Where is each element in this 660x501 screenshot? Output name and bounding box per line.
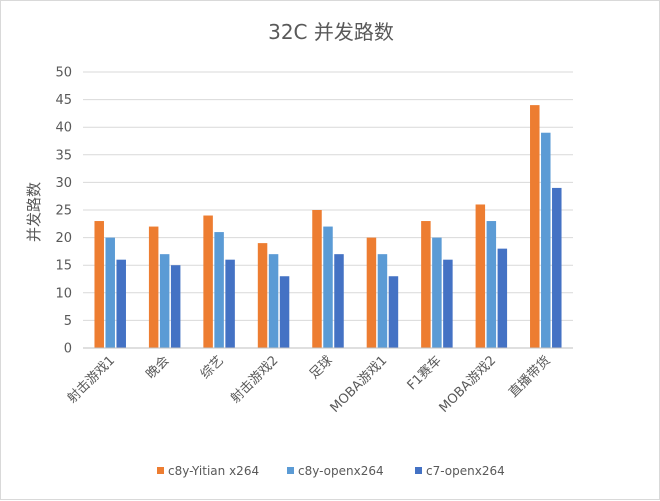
bar (268, 254, 279, 348)
x-category-label: 直播带货 (506, 353, 554, 401)
x-category-label: 射击游戏2 (227, 353, 281, 407)
y-tick-label: 20 (55, 231, 72, 246)
x-category-label: MOBA游戏1 (328, 353, 391, 416)
bar (279, 276, 290, 348)
bar (377, 254, 388, 348)
y-tick-label: 5 (64, 314, 72, 329)
legend-swatch (287, 467, 294, 474)
bar (312, 210, 322, 348)
bar (170, 265, 181, 348)
y-tick-label: 35 (55, 148, 72, 163)
bar (148, 226, 159, 348)
legend-label: c7-openx264 (426, 464, 505, 478)
bar (323, 226, 333, 348)
bar (497, 248, 508, 348)
bar (432, 237, 442, 348)
bar (530, 105, 540, 349)
x-category-label: 射击游戏1 (64, 353, 118, 407)
y-tick-label: 45 (55, 93, 72, 108)
x-category-label: MOBA游戏2 (437, 353, 500, 416)
legend-label: c8y-openx264 (298, 464, 384, 478)
y-tick-label: 40 (55, 121, 72, 136)
bar (203, 215, 213, 348)
bar (105, 237, 115, 348)
x-category-label: 足球 (307, 353, 336, 382)
bar (116, 259, 126, 348)
bar (486, 221, 497, 348)
x-category-label: 晚会 (143, 353, 172, 382)
bars (94, 105, 562, 349)
bar (421, 221, 431, 348)
bar (94, 221, 104, 348)
y-axis-ticks: 0 5 10 15 20 25 30 35 40 45 50 (55, 66, 72, 357)
y-tick-label: 15 (55, 259, 72, 274)
bar (388, 276, 399, 348)
bar (225, 259, 235, 348)
bar (366, 237, 377, 348)
y-tick-label: 0 (64, 342, 72, 357)
bar (334, 254, 344, 348)
bar (159, 254, 170, 348)
x-category-label: F1赛车 (404, 353, 445, 394)
bar (541, 132, 551, 348)
bar (552, 187, 562, 348)
y-tick-label: 30 (55, 176, 72, 191)
bar (443, 259, 453, 348)
bar (475, 204, 486, 348)
y-axis-label: 并发路数 (25, 182, 43, 242)
y-tick-label: 25 (55, 204, 72, 219)
legend: c8y-Yitian x264 c8y-openx264 c7-openx264 (157, 464, 505, 478)
y-tick-label: 10 (55, 286, 72, 301)
legend-label: c8y-Yitian x264 (168, 464, 259, 478)
legend-swatch (157, 467, 164, 474)
bar (214, 232, 224, 348)
chart-title: 32C 并发路数 (268, 20, 394, 44)
x-category-label: 综艺 (198, 353, 227, 382)
legend-swatch (415, 467, 422, 474)
y-tick-label: 50 (55, 66, 72, 81)
bar (257, 243, 268, 348)
